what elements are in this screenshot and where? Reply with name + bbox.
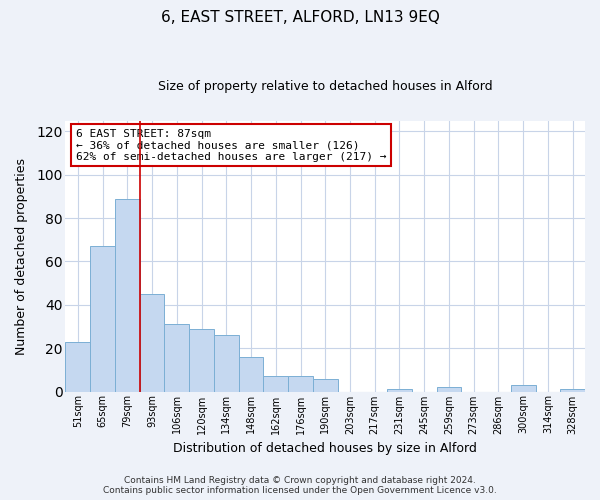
Bar bbox=[140, 294, 164, 392]
Bar bbox=[511, 385, 536, 392]
Bar bbox=[239, 357, 263, 392]
Bar bbox=[189, 328, 214, 392]
Bar bbox=[437, 387, 461, 392]
Bar bbox=[164, 324, 189, 392]
Bar bbox=[65, 342, 90, 392]
Bar bbox=[214, 335, 239, 392]
Bar bbox=[115, 198, 140, 392]
Title: Size of property relative to detached houses in Alford: Size of property relative to detached ho… bbox=[158, 80, 493, 93]
Bar bbox=[288, 376, 313, 392]
Text: Contains HM Land Registry data © Crown copyright and database right 2024.
Contai: Contains HM Land Registry data © Crown c… bbox=[103, 476, 497, 495]
X-axis label: Distribution of detached houses by size in Alford: Distribution of detached houses by size … bbox=[173, 442, 477, 455]
Bar bbox=[90, 246, 115, 392]
Y-axis label: Number of detached properties: Number of detached properties bbox=[15, 158, 28, 354]
Bar bbox=[560, 390, 585, 392]
Bar bbox=[263, 376, 288, 392]
Text: 6, EAST STREET, ALFORD, LN13 9EQ: 6, EAST STREET, ALFORD, LN13 9EQ bbox=[161, 10, 439, 25]
Bar bbox=[387, 390, 412, 392]
Text: 6 EAST STREET: 87sqm
← 36% of detached houses are smaller (126)
62% of semi-deta: 6 EAST STREET: 87sqm ← 36% of detached h… bbox=[76, 128, 386, 162]
Bar bbox=[313, 378, 338, 392]
